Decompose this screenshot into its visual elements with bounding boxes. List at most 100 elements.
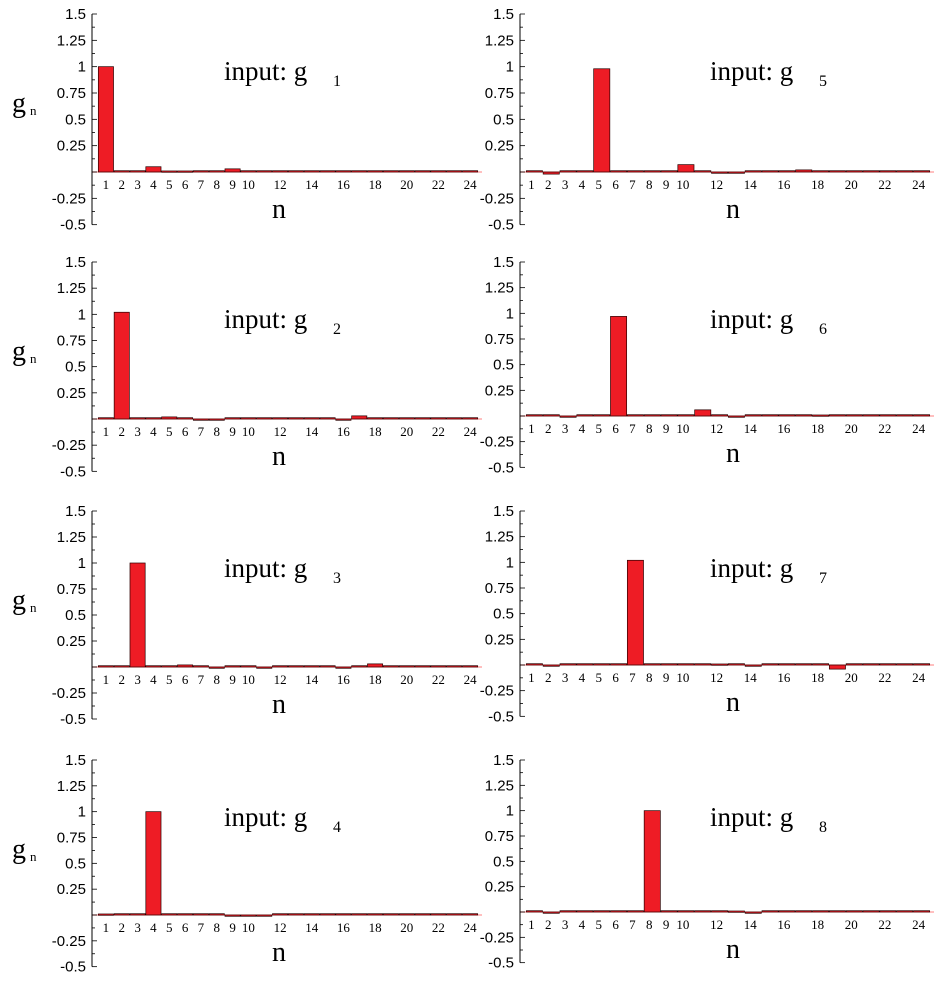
bar [711,171,729,174]
x-tick-label: 8 [214,424,221,439]
bar [660,663,678,666]
bar [879,414,897,417]
y-tick-label: 0.75 [485,331,514,348]
bar [319,417,336,420]
panel-title: input: g [710,56,793,86]
panel-title-sub: 5 [819,73,827,90]
x-tick-label: 9 [663,421,670,436]
x-tick-label: 3 [134,672,141,687]
bar [694,910,712,913]
y-tick-label: 0.5 [65,359,86,376]
bar [677,910,695,913]
bar [462,170,479,173]
x-tick-label: 20 [845,177,858,192]
bar [192,665,209,668]
y-tick-label: 1.5 [65,6,86,23]
x-tick-label: 16 [337,672,351,687]
x-tick-label: 3 [562,177,569,192]
x-tick-label: 4 [579,670,586,685]
bar [382,417,399,420]
bar [727,910,745,913]
x-tick-label: 24 [464,672,478,687]
bar [660,414,678,417]
bar [812,910,830,913]
x-tick-label: 2 [119,920,126,935]
x-tick-label: 18 [369,672,382,687]
bar [862,414,880,417]
bar [351,665,368,668]
x-tick-label: 5 [166,424,173,439]
x-tick-label: 22 [878,177,891,192]
x-tick-label: 2 [545,670,552,685]
bar [462,665,479,668]
y-tick-label: 0.5 [493,111,514,128]
x-tick-label: 20 [400,920,413,935]
x-tick-label: 10 [242,177,255,192]
bar [351,415,368,420]
panel-title-sub: 6 [819,321,827,338]
bar [145,166,162,173]
bar [398,665,415,668]
x-tick-label: 8 [646,917,653,932]
bar [626,414,644,417]
x-tick-label: 4 [150,424,157,439]
x-tick-label: 1 [528,917,535,932]
bar [610,316,628,417]
bar [335,666,352,669]
bar [161,913,178,916]
bar [398,417,415,420]
bar [240,665,257,668]
bar [462,417,479,420]
panel-title: input: g [224,56,307,86]
x-tick-label: 5 [166,672,173,687]
x-tick-label: 22 [432,672,445,687]
x-tick-label: 2 [545,917,552,932]
x-axis-label: n [272,194,286,225]
bar [97,66,114,173]
bar [367,417,384,420]
bar [694,409,712,417]
panel-title-sub: 3 [333,570,341,587]
x-tick-label: 7 [198,672,205,687]
x-tick-label: 24 [464,920,478,935]
x-tick-label: 10 [242,424,255,439]
bar [287,170,304,173]
bar [542,171,560,175]
bar [256,666,273,669]
x-tick-label: 16 [337,424,351,439]
bar [744,414,762,417]
x-tick-label: 16 [777,670,791,685]
x-tick-label: 5 [596,177,603,192]
bar [761,910,779,913]
x-tick-label: 5 [596,421,603,436]
y-tick-label: -0.5 [60,463,86,480]
bar [727,663,745,666]
y-tick-label: -0.25 [480,929,514,946]
x-tick-label: 4 [579,177,586,192]
x-axis-label: n [726,934,740,965]
x-tick-label: 16 [337,920,351,935]
x-tick-label: 4 [150,672,157,687]
x-axis-label: n [272,441,286,472]
y-tick-label: 0.25 [57,385,86,402]
bar [660,910,678,913]
bar [610,170,628,173]
bar [224,168,241,173]
x-tick-label: 18 [369,920,382,935]
x-tick-label: 7 [629,177,636,192]
y-tick-label: 0.25 [485,631,514,648]
x-tick-label: 6 [612,917,619,932]
x-tick-label: 24 [912,177,926,192]
y-tick-label: -0.5 [488,708,514,725]
y-axis-label: g [12,585,26,616]
bar [795,663,813,666]
bar [430,170,447,173]
bar [430,665,447,668]
x-tick-label: 9 [229,177,236,192]
panel-title: input: g [224,802,307,832]
x-tick-label: 1 [103,920,110,935]
panel-title: input: g [224,553,307,583]
bar [430,913,447,916]
y-tick-label: 1.25 [485,280,514,297]
x-axis-label: n [272,937,286,968]
